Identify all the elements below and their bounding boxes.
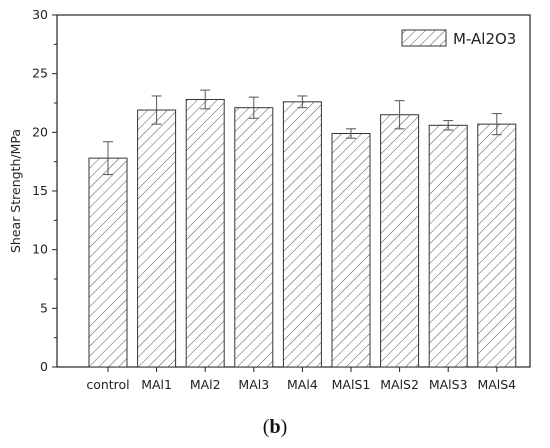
bar-MAlS4 bbox=[477, 123, 517, 368]
y-tick-label: 25 bbox=[32, 66, 48, 81]
legend-swatch bbox=[401, 29, 447, 47]
y-tick-label: 0 bbox=[40, 359, 48, 374]
y-axis-title: Shear Strength/MPa bbox=[8, 129, 23, 253]
legend-label: M-Al2O3 bbox=[453, 30, 516, 48]
bar-MAl2 bbox=[185, 98, 225, 368]
y-tick-label: 5 bbox=[40, 300, 48, 315]
bar-control bbox=[88, 157, 128, 368]
bar-MAl4 bbox=[282, 101, 322, 368]
x-tick-label-MAl1: MAl1 bbox=[141, 377, 172, 392]
x-tick-label-MAlS3: MAlS3 bbox=[429, 377, 468, 392]
bar-MAl1 bbox=[137, 109, 177, 368]
x-tick-label-MAlS4: MAlS4 bbox=[477, 377, 516, 392]
bar-MAl3 bbox=[234, 107, 274, 368]
caption-open: ( bbox=[262, 416, 270, 438]
caption-close: ) bbox=[280, 416, 288, 438]
bar-chart: 0 5 10 15 20 25 30 control MAl1 MAl2 MAl3 MAl4 MAlS1… bbox=[8, 7, 531, 392]
y-tick-label: 20 bbox=[32, 124, 48, 139]
bar-MAlS2 bbox=[380, 114, 420, 368]
y-tick-label: 30 bbox=[32, 7, 48, 22]
y-tick-label: 10 bbox=[32, 242, 48, 257]
x-tick-label-MAlS2: MAlS2 bbox=[380, 377, 419, 392]
caption-letter: b bbox=[269, 416, 281, 438]
legend: M-Al2O3 bbox=[401, 29, 516, 48]
figure-caption: (b) bbox=[0, 416, 550, 439]
x-tick-label-MAlS1: MAlS1 bbox=[332, 377, 371, 392]
y-tick-label: 15 bbox=[32, 183, 48, 198]
bar-MAlS3 bbox=[428, 124, 468, 368]
x-tick-label-MAl3: MAl3 bbox=[238, 377, 269, 392]
x-tick-label-control: control bbox=[86, 377, 129, 392]
x-tick-label-MAl4: MAl4 bbox=[287, 377, 318, 392]
x-tick-label-MAl2: MAl2 bbox=[190, 377, 221, 392]
bar-MAlS1 bbox=[331, 133, 371, 368]
